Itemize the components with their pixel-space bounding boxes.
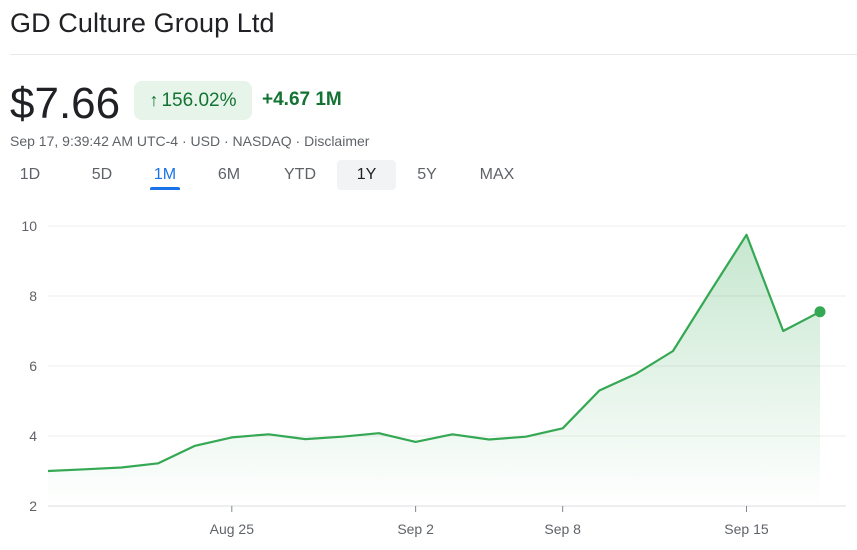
tab-5y[interactable]: 5Y xyxy=(417,166,437,183)
change-percent-badge: ↑ 156.02% xyxy=(134,81,252,120)
tab-1y[interactable]: 1Y xyxy=(337,160,396,190)
x-tick-label: Sep 8 xyxy=(544,521,581,537)
page-title: GD Culture Group Ltd xyxy=(10,8,275,38)
arrow-up-icon: ↑ xyxy=(149,90,159,110)
tab-1m[interactable]: 1M xyxy=(150,160,180,190)
quote-meta: Sep 17, 9:39:42 AM UTC-4 · USD · NASDAQ … xyxy=(10,133,370,149)
tab-max[interactable]: MAX xyxy=(479,166,515,183)
x-axis: Aug 25 Sep 2 Sep 8 Sep 15 xyxy=(210,506,769,537)
price-area xyxy=(48,234,820,507)
x-tick-label: Sep 2 xyxy=(397,521,434,537)
y-tick-label: 6 xyxy=(29,358,37,374)
y-tick-label: 8 xyxy=(29,288,37,304)
tab-1d[interactable]: 1D xyxy=(19,166,41,183)
x-tick-label: Sep 15 xyxy=(724,521,769,537)
header-divider xyxy=(10,54,857,55)
y-axis: 2 4 6 8 10 xyxy=(21,218,37,514)
x-tick-label: Aug 25 xyxy=(210,521,255,537)
change-absolute: +4.67 1M xyxy=(262,89,342,110)
tab-ytd[interactable]: YTD xyxy=(284,166,316,183)
y-tick-label: 2 xyxy=(29,498,37,514)
y-tick-label: 4 xyxy=(29,428,37,444)
data-points xyxy=(814,306,826,318)
price-line xyxy=(47,233,821,473)
y-tick-label: 10 xyxy=(21,218,37,234)
current-price: $7.66 xyxy=(10,79,121,128)
change-percent: 156.02% xyxy=(161,89,237,111)
tab-6m[interactable]: 6M xyxy=(217,166,241,183)
active-tab-underline xyxy=(150,187,180,190)
tab-5d[interactable]: 5D xyxy=(91,166,113,183)
last-price-marker xyxy=(814,306,826,318)
